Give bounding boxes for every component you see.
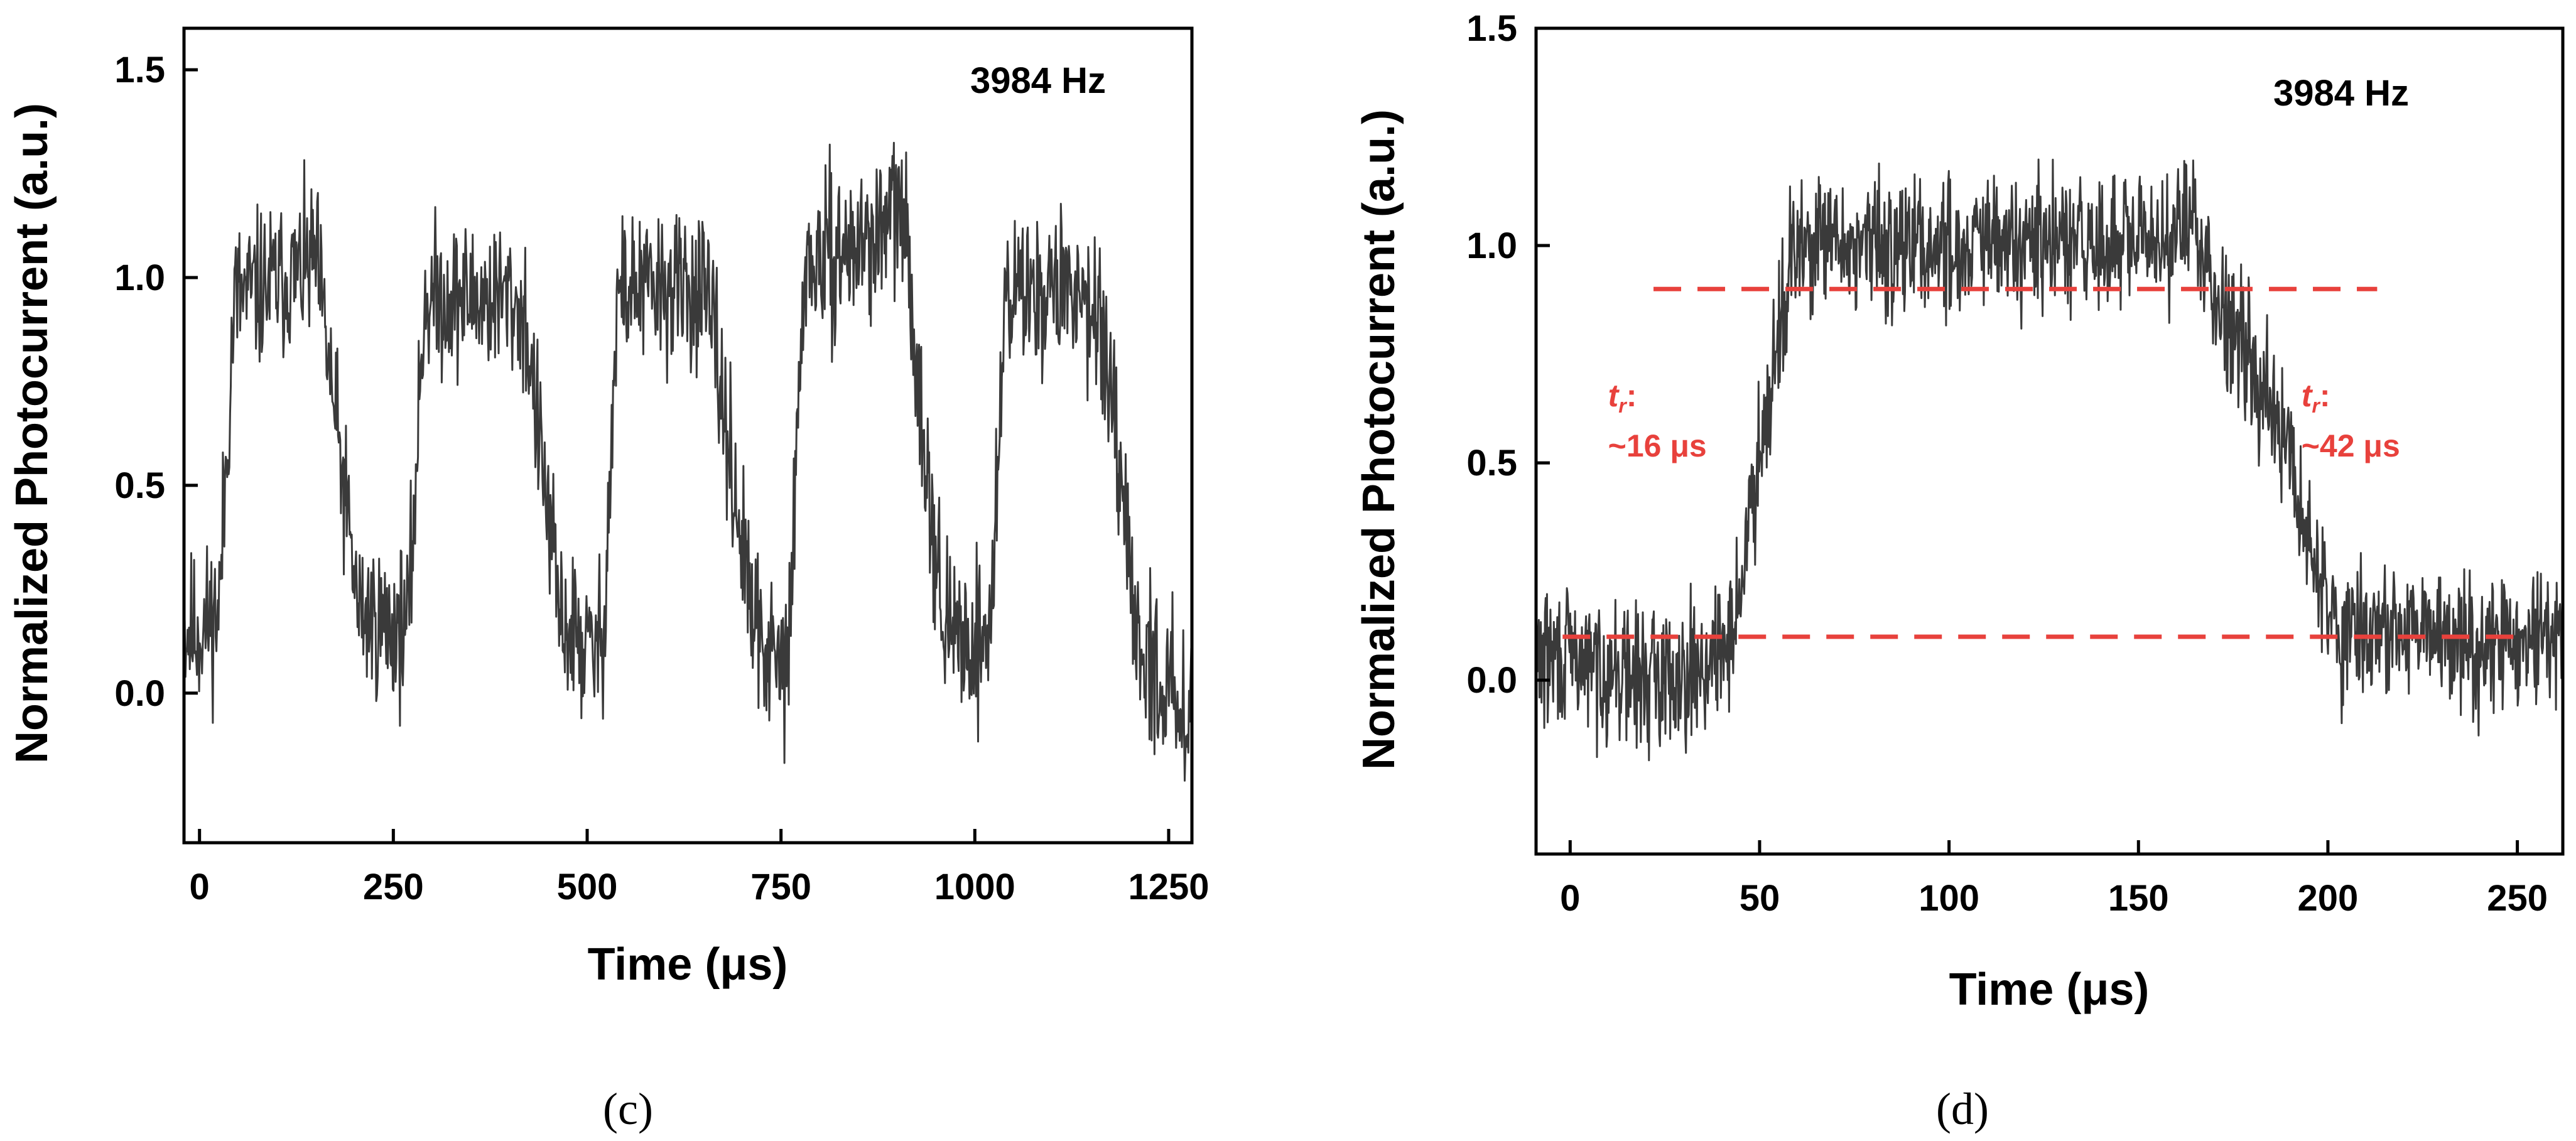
x-tick-label: 750 [750,867,811,907]
x-tick-label: 0 [1560,878,1580,919]
rise-time-value: ~16 μs [1608,428,1707,463]
x-tick-label: 150 [2108,878,2169,919]
series-line-photocurrent [1535,158,2564,762]
y-tick-label: 1.5 [1466,8,1517,49]
panel-d-time-annotations: tr: ~16 μs tr: ~42 μs [1608,378,2400,463]
y-tick-label: 0.5 [114,465,165,506]
panel-c-data-layer [183,141,1193,782]
panel-d-data-layer [1535,158,2564,762]
panel-d-x-axis-title: Time (μs) [1949,965,2150,1015]
x-tick-label: 500 [557,867,618,907]
x-tick-label: 1000 [934,867,1015,907]
x-tick-label: 250 [363,867,424,907]
x-tick-label: 0 [190,867,210,907]
panel-d-label: (d) [1936,1084,1989,1134]
panel-c-x-axis-title: Time (μs) [588,939,788,990]
x-tick-label: 250 [2487,878,2548,919]
y-tick-label: 1.0 [1466,225,1517,266]
series-line-photocurrent [183,141,1193,782]
panel-d-plot-frame [1534,26,2565,856]
panel-c-annotation-frequency: 3984 Hz [970,60,1106,101]
fall-time-symbol: tr: [2302,378,2330,417]
panel-c-y-axis-title: Normalized Photocurrent (a.u.) [7,103,57,764]
panel-c-ticks: 0 250 500 750 1000 1250 0.0 0.5 1.0 1.5 [114,50,1209,907]
y-tick-label: 1.0 [114,257,165,298]
x-tick-label: 100 [1918,878,1979,919]
rise-time-symbol: tr: [1608,378,1637,417]
panel-c-label: (c) [603,1084,653,1134]
y-tick-label: 1.5 [114,50,165,90]
x-tick-label: 200 [2298,878,2359,919]
x-tick-label: 1250 [1128,867,1209,907]
panel-d-chart: 0 50 100 150 200 250 0.0 0.5 1.0 1.5 3984 Hz tr: ~… [1354,8,2565,1134]
fall-time-value: ~42 μs [2302,428,2400,463]
panel-d-reference-lines [1562,286,2518,639]
x-tick-label: 50 [1740,878,1780,919]
y-tick-label: 0.0 [1466,660,1517,701]
panel-d-y-axis-title: Normalized Photocurrent (a.u.) [1354,109,1404,770]
y-tick-label: 0.0 [114,673,165,714]
panel-d-ticks: 0 50 100 150 200 250 0.0 0.5 1.0 1.5 [1466,8,2548,919]
panel-d-annotation-frequency: 3984 Hz [2273,73,2409,114]
y-tick-label: 0.5 [1466,443,1517,484]
panel-c-chart: 0 250 500 750 1000 1250 0.0 0.5 1.0 1.5 3984 Hz T… [7,26,1209,1134]
panel-c-plot-frame [182,26,1194,845]
